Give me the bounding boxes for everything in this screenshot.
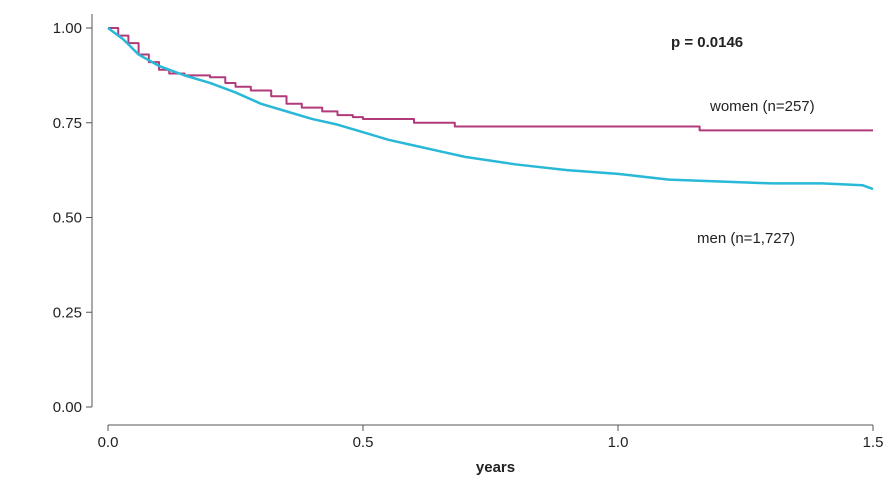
y-tick-label: 0.25 — [53, 304, 82, 321]
series-line-men — [107, 26, 874, 191]
series-label-women: women (n=257) — [709, 98, 815, 115]
p-value-annotation: p = 0.0146 — [671, 34, 743, 51]
y-tick-label: 0.75 — [53, 115, 82, 132]
x-tick-label: 0.5 — [353, 434, 374, 451]
y-tick-label: 0.00 — [53, 399, 82, 416]
y-tick-label: 0.50 — [53, 210, 82, 227]
x-tick-label: 1.0 — [608, 434, 629, 451]
x-tick-label: 0.0 — [98, 434, 119, 451]
x-tick-label: 1.5 — [863, 434, 884, 451]
y-tick-label: 1.00 — [53, 20, 82, 37]
axes: 0.00 0.25 0.50 0.75 1.00 0.0 0.5 1.0 1.5 — [53, 14, 884, 451]
series-label-men: men (n=1,727) — [697, 230, 795, 247]
series-layer — [107, 26, 874, 191]
x-axis-label: years — [476, 459, 515, 476]
